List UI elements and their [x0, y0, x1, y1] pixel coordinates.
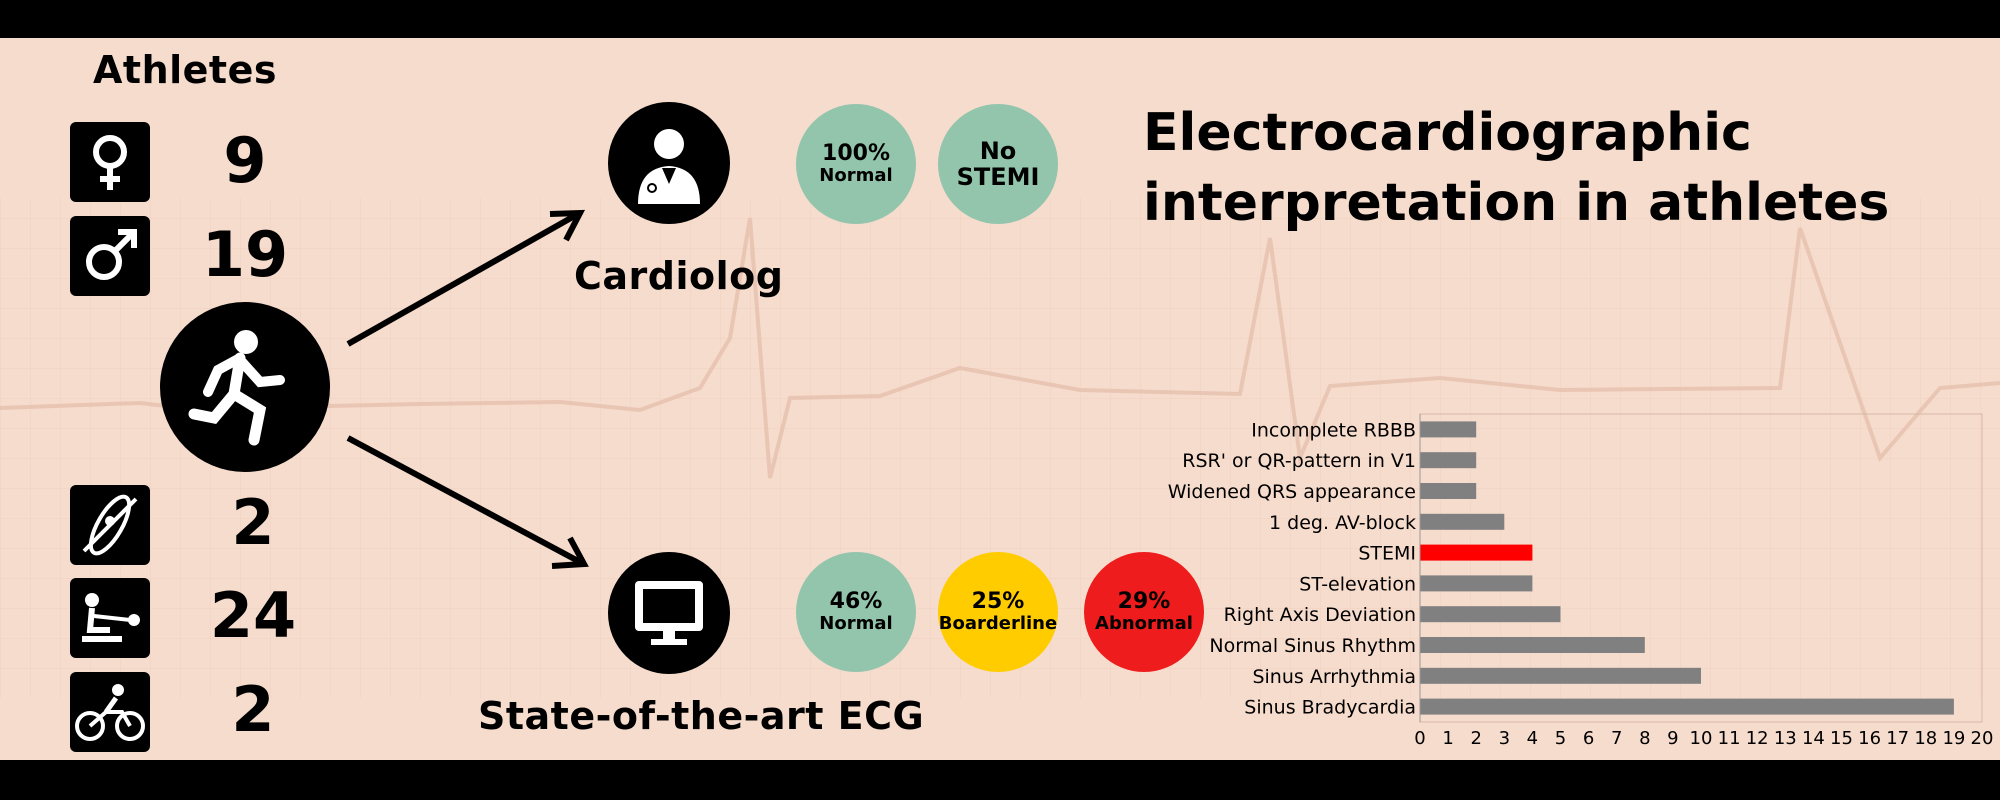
male-icon [70, 216, 150, 296]
chart-x-tick-label: 20 [1971, 728, 1994, 749]
chart-x-tick-label: 7 [1611, 728, 1622, 749]
chart-bar [1420, 421, 1477, 438]
chart-x-tick-label: 17 [1886, 728, 1909, 749]
chart-bar [1420, 606, 1561, 623]
ecg-borderline-badge: 25% Boarderline [938, 552, 1058, 672]
cardiolog-normal-label: Normal [819, 165, 893, 187]
chart-category-label: Right Axis Deviation [1224, 604, 1416, 626]
chart-x-tick-label: 11 [1718, 728, 1741, 749]
ecg-abnormal-badge: 29% Abnormal [1084, 552, 1204, 672]
cardiolog-normal-value: 100% [822, 141, 890, 166]
chart-category-label: Normal Sinus Rhythm [1209, 635, 1416, 657]
kayak-count: 2 [231, 486, 275, 559]
athletes-heading: Athletes [93, 48, 277, 92]
chart-x-tick-label: 15 [1830, 728, 1853, 749]
cardiolog-stemi-value: No [979, 136, 1017, 165]
ecg-label: State-of-the-art ECG [478, 694, 925, 738]
chart-x-tick-label: 16 [1858, 728, 1881, 749]
chart-x-tick-label: 4 [1527, 728, 1538, 749]
doctor-icon [608, 102, 730, 224]
kayak-icon [70, 485, 150, 565]
page-title-line1: Electrocardiographic [1143, 103, 1752, 163]
chart-bar [1420, 575, 1533, 592]
chart-category-label: ST-elevation [1299, 573, 1416, 595]
cardiolog-normal-badge: 100% Normal [796, 104, 916, 224]
ecg-abnormal-label: Abnormal [1095, 613, 1193, 635]
ecg-findings-chart: Incomplete RBBB RSR' or QR-pattern in V1 W… [1168, 413, 1994, 749]
ecg-normal-label: Normal [819, 613, 893, 635]
ecg-normal-value: 46% [829, 589, 883, 614]
chart-x-tick-label: 18 [1914, 728, 1937, 749]
chart-category-label: RSR' or QR-pattern in V1 [1182, 450, 1416, 472]
flow-arrows [346, 209, 589, 569]
cycling-icon [70, 672, 150, 752]
chart-x-tick-label: 3 [1499, 728, 1510, 749]
top-letterbox [0, 0, 2000, 38]
chart-category-label: Sinus Arrhythmia [1252, 666, 1416, 688]
bottom-letterbox [0, 760, 2000, 800]
chart-x-tick-label: 8 [1639, 728, 1650, 749]
cardiolog-stemi-badge: No STEMI [938, 104, 1058, 224]
chart-bar [1420, 637, 1645, 653]
chart-x-tick-label: 19 [1942, 728, 1965, 749]
chart-x-tick-label: 9 [1667, 728, 1678, 749]
chart-bar [1420, 544, 1533, 561]
rowing-count: 24 [209, 579, 297, 652]
chart-x-tick-label: 6 [1583, 728, 1594, 749]
monitor-icon [608, 552, 730, 674]
infographic-canvas: Athletes 9 19 2 24 2 [0, 38, 2000, 760]
chart-bar [1420, 698, 1954, 715]
chart-x-tick-label: 14 [1802, 728, 1825, 749]
page-title-line2: interpretation in athletes [1143, 173, 1890, 233]
chart-category-label: Widened QRS appearance [1168, 481, 1416, 503]
ecg-normal-badge: 46% Normal [796, 552, 916, 672]
cycling-count: 2 [231, 673, 275, 746]
ecg-borderline-label: Boarderline [938, 613, 1058, 635]
chart-category-label: Sinus Bradycardia [1244, 697, 1416, 719]
female-count: 9 [223, 124, 267, 197]
chart-bar [1420, 513, 1505, 530]
cardiolog-stemi-label: STEMI [956, 163, 1040, 191]
chart-bar [1420, 667, 1701, 684]
chart-x-tick-label: 10 [1690, 728, 1713, 749]
chart-x-tick-label: 0 [1414, 728, 1425, 749]
chart-category-label: STEMI [1358, 543, 1416, 565]
cardiolog-label: Cardiolog [574, 254, 784, 298]
chart-x-tick-label: 13 [1774, 728, 1797, 749]
runner-icon [160, 302, 330, 472]
ecg-abnormal-value: 29% [1117, 589, 1171, 614]
page-title: Electrocardiographic interpretation in a… [1143, 98, 1903, 238]
chart-x-tick-label: 12 [1746, 728, 1769, 749]
chart-x-tick-label: 5 [1555, 728, 1566, 749]
ecg-borderline-value: 25% [971, 589, 1025, 614]
chart-bar [1420, 452, 1477, 469]
chart-category-label: Incomplete RBBB [1251, 419, 1416, 441]
chart-x-tick-label: 2 [1470, 728, 1481, 749]
chart-category-label: 1 deg. AV-block [1269, 512, 1416, 534]
chart-bar [1420, 483, 1477, 499]
male-count: 19 [201, 218, 289, 291]
rowing-icon [70, 578, 150, 658]
chart-x-tick-label: 1 [1442, 728, 1453, 749]
female-icon [70, 122, 150, 202]
